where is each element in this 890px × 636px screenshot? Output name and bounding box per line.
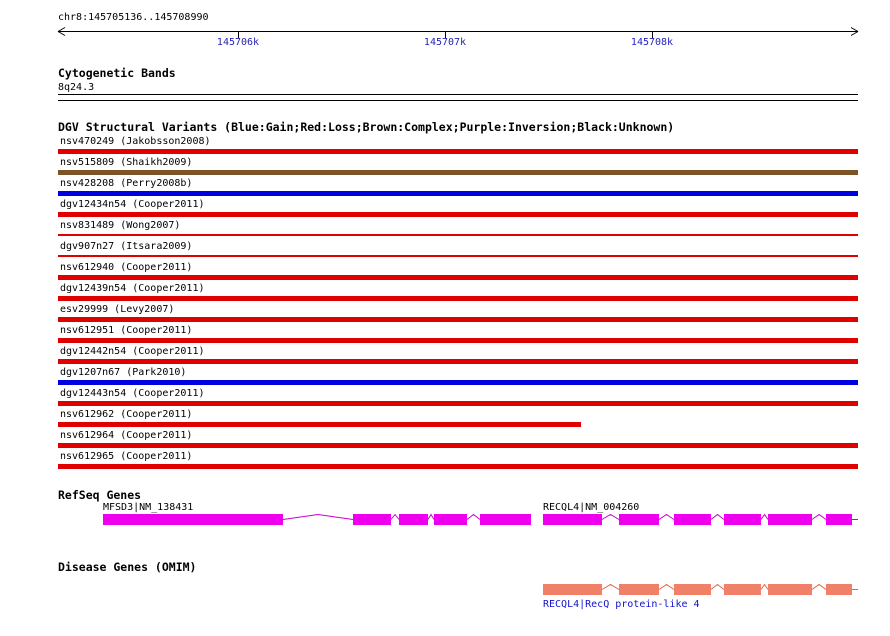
cytoband-label[interactable]: 8q24.3 xyxy=(58,82,95,93)
exon-block[interactable] xyxy=(619,584,659,595)
variant-label[interactable]: dgv1207n67 (Park2010) xyxy=(60,367,187,378)
exon-block[interactable] xyxy=(826,514,852,525)
gene-label[interactable]: RECQL4|NM_004260 xyxy=(543,502,640,513)
exon-block[interactable] xyxy=(103,514,283,525)
variant-label[interactable]: nsv612940 (Cooper2011) xyxy=(60,262,193,273)
variant-bar[interactable] xyxy=(58,296,858,301)
region-coordinates: chr8:145705136..145708990 xyxy=(58,12,209,23)
section-title-dgv-structural-variants: DGV Structural Variants (Blue:Gain;Red:L… xyxy=(58,120,675,134)
exon-block[interactable] xyxy=(826,584,852,595)
ruler-tick-label: 145707k xyxy=(423,37,467,48)
variant-bar[interactable] xyxy=(58,317,858,322)
exon-block[interactable] xyxy=(434,514,467,525)
variant-row: dgv12443n54 (Cooper2011) xyxy=(0,388,890,409)
variant-bar[interactable] xyxy=(58,191,858,196)
variant-row: nsv612940 (Cooper2011) xyxy=(0,262,890,283)
exon-block[interactable] xyxy=(543,514,602,525)
variant-bar[interactable] xyxy=(58,422,581,427)
variant-label[interactable]: dgv12439n54 (Cooper2011) xyxy=(60,283,205,294)
section-title-cytogenetic-bands: Cytogenetic Bands xyxy=(58,66,176,80)
variant-row: dgv1207n67 (Park2010) xyxy=(0,367,890,388)
variant-row: nsv831489 (Wong2007) xyxy=(0,220,890,241)
variant-row: nsv428208 (Perry2008b) xyxy=(0,178,890,199)
exon-block[interactable] xyxy=(768,584,812,595)
ruler-axis[interactable] xyxy=(0,0,890,50)
exon-block[interactable] xyxy=(619,514,659,525)
exon-block[interactable] xyxy=(674,514,711,525)
exon-block[interactable] xyxy=(724,584,761,595)
variant-row: dgv12442n54 (Cooper2011) xyxy=(0,346,890,367)
variant-bar[interactable] xyxy=(58,234,858,236)
exon-block[interactable] xyxy=(353,514,391,525)
variant-label[interactable]: dgv12442n54 (Cooper2011) xyxy=(60,346,205,357)
ruler-tick-label: 145706k xyxy=(216,37,260,48)
variant-label[interactable]: dgv12434n54 (Cooper2011) xyxy=(60,199,205,210)
variant-label[interactable]: dgv907n27 (Itsara2009) xyxy=(60,241,193,252)
exon-block[interactable] xyxy=(724,514,761,525)
variant-row: nsv470249 (Jakobsson2008) xyxy=(0,136,890,157)
variant-bar[interactable] xyxy=(58,170,858,175)
exon-block[interactable] xyxy=(768,514,812,525)
variant-row: nsv612965 (Cooper2011) xyxy=(0,451,890,472)
variant-bar[interactable] xyxy=(58,212,858,217)
variant-bar[interactable] xyxy=(58,275,858,280)
variant-label[interactable]: nsv515809 (Shaikh2009) xyxy=(60,157,193,168)
variant-bar[interactable] xyxy=(58,464,858,469)
variant-bar[interactable] xyxy=(58,149,858,154)
variant-label[interactable]: esv29999 (Levy2007) xyxy=(60,304,175,315)
cytoband-track xyxy=(58,94,858,101)
variant-label[interactable]: nsv612951 (Cooper2011) xyxy=(60,325,193,336)
variant-row: dgv12434n54 (Cooper2011) xyxy=(0,199,890,220)
exon-block[interactable] xyxy=(674,584,711,595)
variant-row: dgv12439n54 (Cooper2011) xyxy=(0,283,890,304)
variant-label[interactable]: nsv428208 (Perry2008b) xyxy=(60,178,193,189)
variant-label[interactable]: nsv612962 (Cooper2011) xyxy=(60,409,193,420)
variant-row: nsv612964 (Cooper2011) xyxy=(0,430,890,451)
variant-bar[interactable] xyxy=(58,255,858,257)
variant-label[interactable]: nsv612964 (Cooper2011) xyxy=(60,430,193,441)
variant-row: nsv515809 (Shaikh2009) xyxy=(0,157,890,178)
variant-bar[interactable] xyxy=(58,443,858,448)
gene-label[interactable]: RECQL4|RecQ protein-like 4 xyxy=(543,599,700,610)
ruler-tick-label: 145708k xyxy=(630,37,674,48)
exon-block[interactable] xyxy=(480,514,531,525)
variant-row: dgv907n27 (Itsara2009) xyxy=(0,241,890,262)
variant-bar[interactable] xyxy=(58,380,858,385)
exon-block[interactable] xyxy=(543,584,602,595)
variant-bar[interactable] xyxy=(58,338,858,343)
variant-label[interactable]: nsv470249 (Jakobsson2008) xyxy=(60,136,211,147)
exon-block[interactable] xyxy=(399,514,428,525)
variant-label[interactable]: nsv831489 (Wong2007) xyxy=(60,220,181,231)
section-title-disease-genes-omim: Disease Genes (OMIM) xyxy=(58,560,197,574)
variant-row: nsv612962 (Cooper2011) xyxy=(0,409,890,430)
variant-label[interactable]: nsv612965 (Cooper2011) xyxy=(60,451,193,462)
gene-label[interactable]: MFSD3|NM_138431 xyxy=(103,502,194,513)
variant-bar[interactable] xyxy=(58,359,858,364)
variant-label[interactable]: dgv12443n54 (Cooper2011) xyxy=(60,388,205,399)
variant-row: nsv612951 (Cooper2011) xyxy=(0,325,890,346)
variant-bar[interactable] xyxy=(58,401,858,406)
dgv-variant-rows: nsv470249 (Jakobsson2008) nsv515809 (Shai… xyxy=(0,136,890,472)
variant-row: esv29999 (Levy2007) xyxy=(0,304,890,325)
section-title-refseq-genes: RefSeq Genes xyxy=(58,488,142,502)
